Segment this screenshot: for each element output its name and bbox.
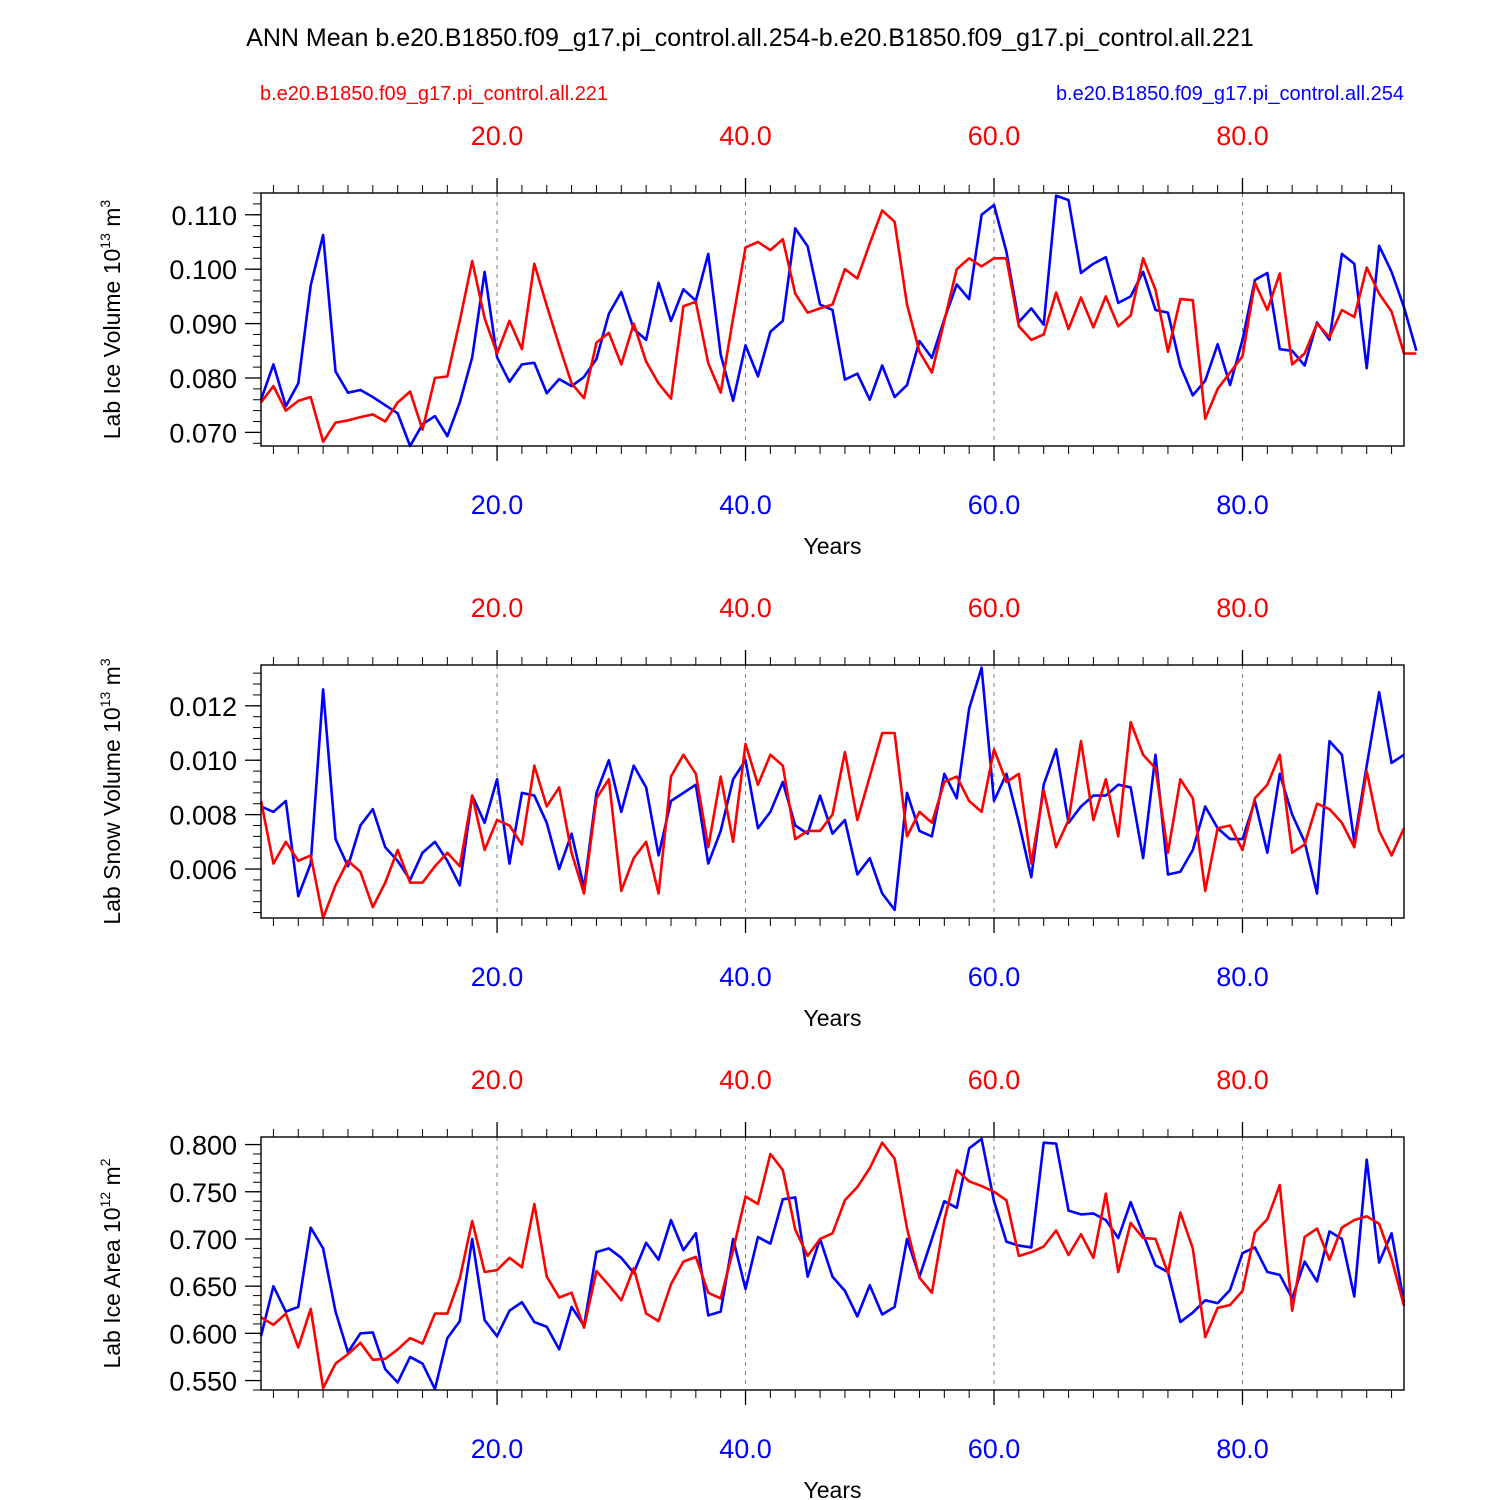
x-axis-label: Years bbox=[804, 1477, 862, 1500]
y-axis-label-exponent: 12 bbox=[97, 1192, 113, 1208]
x-tick-label-bottom: 80.0 bbox=[1216, 490, 1269, 520]
y-axis-label-unit-exponent: 3 bbox=[97, 658, 113, 666]
y-axis-label: Lab Ice Volume 1013 m3 bbox=[97, 200, 125, 440]
plot-frame bbox=[260, 192, 1405, 447]
panel-ice-area: 20.0 20.0 40.0 40.0 60.0 60.0 80.0 80.0 Years 0.5… bbox=[97, 1065, 1406, 1500]
y-axis-label-unit: m bbox=[99, 666, 125, 692]
x-tick-label-top: 80.0 bbox=[1216, 121, 1269, 151]
y-tick-label: 0.090 bbox=[169, 310, 237, 340]
series-line-254 bbox=[259, 194, 1418, 448]
series-line-254 bbox=[260, 666, 1405, 912]
y-axis-label-unit-exponent: 2 bbox=[97, 1158, 113, 1166]
plot-frame bbox=[260, 664, 1405, 919]
x-tick-label-top: 20.0 bbox=[471, 593, 524, 623]
y-tick-label: 0.600 bbox=[169, 1319, 237, 1349]
y-tick-label: 0.550 bbox=[169, 1367, 237, 1397]
y-axis-label-unit: m bbox=[99, 208, 125, 234]
y-tick-label: 0.070 bbox=[169, 418, 237, 448]
y-axis-label-unit-exponent: 3 bbox=[97, 200, 113, 208]
y-tick-label: 0.012 bbox=[169, 692, 237, 722]
y-tick-label: 0.080 bbox=[169, 364, 237, 394]
x-tick-label-top: 40.0 bbox=[719, 1065, 772, 1095]
series-line-221 bbox=[259, 720, 1406, 920]
x-tick-label-bottom: 40.0 bbox=[719, 1434, 772, 1464]
x-axis-label: Years bbox=[804, 1005, 862, 1031]
y-tick-label: 0.800 bbox=[169, 1131, 237, 1161]
y-axis-label: Lab Snow Volume 1013 m3 bbox=[97, 658, 125, 925]
x-tick-label-top: 80.0 bbox=[1216, 593, 1269, 623]
y-tick-label: 0.750 bbox=[169, 1178, 237, 1208]
x-tick-label-bottom: 20.0 bbox=[471, 490, 524, 520]
y-tick-label: 0.006 bbox=[169, 855, 237, 885]
x-tick-label-top: 20.0 bbox=[471, 121, 524, 151]
y-tick-label: 0.010 bbox=[169, 746, 237, 776]
legend-label-254: b.e20.B1850.f09_g17.pi_control.all.254 bbox=[1056, 83, 1404, 105]
x-tick-label-top: 40.0 bbox=[719, 121, 772, 151]
x-tick-label-bottom: 60.0 bbox=[968, 962, 1021, 992]
legend-label-221: b.e20.B1850.f09_g17.pi_control.all.221 bbox=[260, 83, 608, 105]
series-line-221 bbox=[260, 1141, 1406, 1390]
x-tick-label-bottom: 40.0 bbox=[719, 962, 772, 992]
panel-snow-volume: 20.0 20.0 40.0 40.0 60.0 60.0 80.0 80.0 Years 0.0… bbox=[97, 593, 1406, 1031]
x-tick-label-top: 60.0 bbox=[968, 121, 1021, 151]
x-tick-label-top: 40.0 bbox=[719, 593, 772, 623]
series-line-221 bbox=[259, 209, 1417, 443]
x-tick-label-top: 20.0 bbox=[471, 1065, 524, 1095]
chart-title: ANN Mean b.e20.B1850.f09_g17.pi_control.… bbox=[246, 24, 1254, 52]
y-axis-label-exponent: 13 bbox=[97, 233, 113, 249]
x-tick-label-top: 80.0 bbox=[1216, 1065, 1269, 1095]
y-axis-label: Lab Ice Area 1012 m2 bbox=[97, 1158, 125, 1368]
panel-ice-volume: 20.0 20.0 40.0 40.0 60.0 60.0 80.0 80.0 Years 0.0… bbox=[97, 121, 1418, 559]
x-tick-label-bottom: 60.0 bbox=[968, 1434, 1021, 1464]
x-tick-label-bottom: 60.0 bbox=[968, 490, 1021, 520]
y-tick-label: 0.110 bbox=[171, 201, 237, 231]
x-axis-label: Years bbox=[804, 533, 862, 559]
x-tick-label-bottom: 80.0 bbox=[1216, 962, 1269, 992]
y-axis-label-exponent: 13 bbox=[97, 691, 113, 707]
x-tick-label-bottom: 40.0 bbox=[719, 490, 772, 520]
y-tick-label: 0.008 bbox=[169, 801, 237, 831]
y-axis-label-text: Lab Snow Volume 10 bbox=[99, 707, 125, 924]
chart-panels: 20.0 20.0 40.0 40.0 60.0 60.0 80.0 80.0 Years 0.0… bbox=[97, 121, 1418, 1500]
y-axis-label-text: Lab Ice Area 10 bbox=[99, 1207, 125, 1368]
x-tick-label-bottom: 20.0 bbox=[471, 962, 524, 992]
y-tick-label: 0.100 bbox=[169, 255, 237, 285]
x-tick-label-bottom: 80.0 bbox=[1216, 1434, 1269, 1464]
x-tick-label-top: 60.0 bbox=[968, 593, 1021, 623]
series-line-254 bbox=[259, 1137, 1406, 1391]
x-tick-label-top: 60.0 bbox=[968, 1065, 1021, 1095]
y-axis-label-unit: m bbox=[99, 1166, 125, 1192]
y-tick-label: 0.650 bbox=[169, 1272, 237, 1302]
y-tick-label: 0.700 bbox=[169, 1225, 237, 1255]
y-axis-label-text: Lab Ice Volume 10 bbox=[99, 249, 125, 440]
x-tick-label-bottom: 20.0 bbox=[471, 1434, 524, 1464]
plot-frame bbox=[260, 1136, 1405, 1391]
